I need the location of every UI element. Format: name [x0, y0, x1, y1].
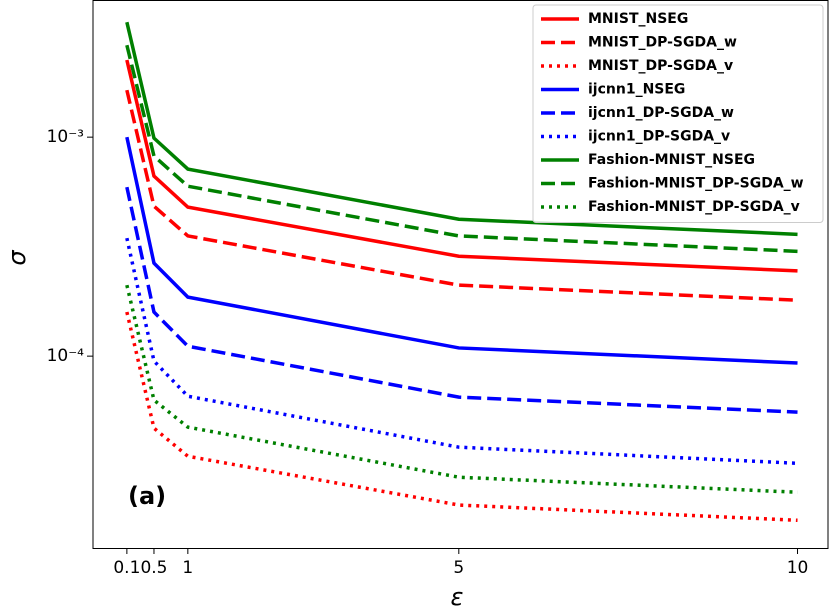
series-line: [125, 21, 798, 237]
legend-label: Fashion-MNIST_DP-SGDA_w: [588, 176, 804, 192]
x-axis-label: ε: [451, 583, 464, 611]
legend-label: Fashion-MNIST_NSEG: [588, 152, 755, 168]
series-line: [125, 59, 798, 273]
series-line: [125, 311, 798, 523]
x-tick-label: 10: [787, 558, 809, 578]
x-tick-label: 0.1: [113, 558, 140, 578]
plot-frame: [92, 0, 829, 549]
series-line: [125, 89, 798, 302]
series-line: [125, 136, 798, 365]
x-tick-label: 5: [453, 558, 464, 578]
series-line: [125, 186, 798, 414]
x-tick-label: 1: [182, 558, 193, 578]
series-line: [125, 44, 798, 254]
legend-label: Fashion-MNIST_DP-SGDA_v: [588, 199, 800, 215]
legend-label: MNIST_DP-SGDA_v: [588, 58, 733, 74]
y-axis-label: σ: [3, 250, 31, 266]
legend-box: [532, 4, 824, 223]
y-tick-label: 10⁻³: [47, 127, 84, 147]
legend-label: ijcnn1_DP-SGDA_v: [588, 129, 730, 145]
legend-label: MNIST_NSEG: [588, 11, 688, 27]
series-line: [125, 237, 798, 466]
series-line: [125, 284, 798, 495]
legend-label: ijcnn1_DP-SGDA_w: [588, 105, 734, 121]
legend-label: MNIST_DP-SGDA_w: [588, 35, 737, 51]
annotation: (a): [128, 482, 166, 510]
x-tick-label: 0.5: [140, 558, 167, 578]
legend-label: ijcnn1_NSEG: [588, 82, 685, 98]
y-tick-label: 10⁻⁴: [47, 346, 85, 366]
